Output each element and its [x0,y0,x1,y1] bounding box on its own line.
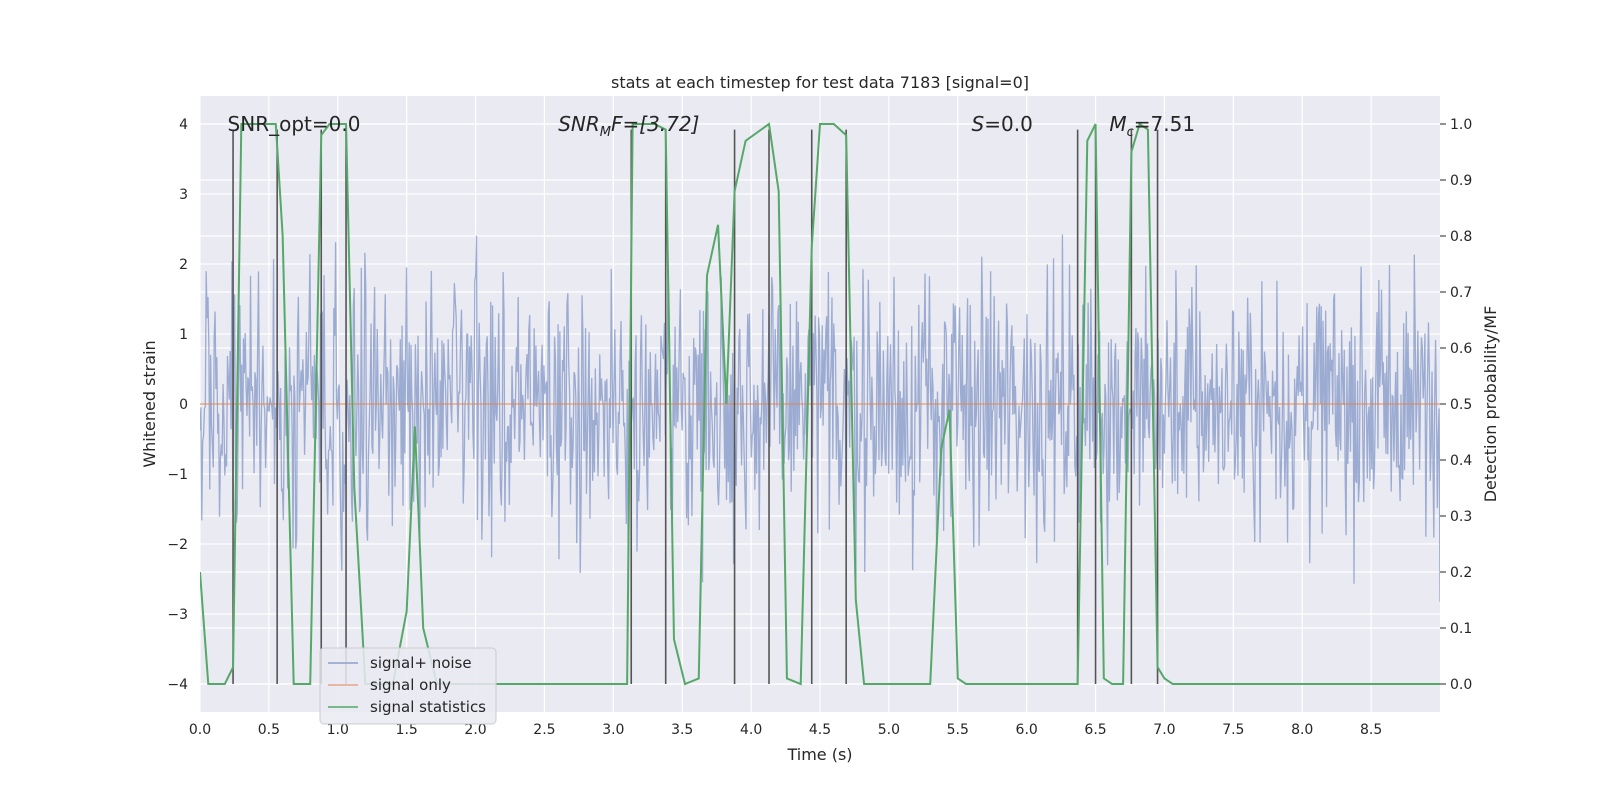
y-tick-label: 0 [179,397,188,413]
legend-label-signal-only: signal only [370,676,451,694]
x-tick-label: 8.5 [1360,722,1382,738]
x-tick-label: 4.5 [809,722,831,738]
plot-area [200,122,1440,686]
y-tick-label: 4 [179,117,188,133]
y-tick-label: 1 [179,327,188,343]
y2-tick-label: 0.6 [1450,341,1472,357]
y-ticks: 4 3 2 1 0 −1 −2 −3 −4 [167,117,188,693]
annotation-value: F=[3.72] [611,112,699,136]
x-tick-label: 3.5 [671,722,693,738]
annotation-value: =0.0 [984,112,1033,136]
x-tick-label: 7.0 [1153,722,1175,738]
statistics-series [200,122,1440,686]
y-tick-label: 3 [179,187,188,203]
annotation-symbol: SNR [558,112,600,136]
annotation-symbol: M [1109,112,1126,136]
x-tick-label: 3.0 [602,722,624,738]
window-lines [232,129,1159,684]
y-tick-label: −2 [167,537,188,553]
y2-ticks: 1.0 0.9 0.8 0.7 0.6 0.5 0.4 0.3 0.2 0.1 0.0 [1440,117,1472,693]
x-tick-label: 5.0 [878,722,900,738]
y-tick-label: −3 [167,607,188,623]
y2-tick-label: 0.0 [1450,677,1472,693]
y2-tick-label: 0.8 [1450,229,1472,245]
x-tick-label: 2.0 [464,722,486,738]
x-ticks: 0.0 0.5 1.0 1.5 2.0 2.5 3.0 3.5 4.0 4.5 5.0 5.5 6.0 6… [189,722,1382,738]
y-tick-label: −4 [167,677,188,693]
y2-tick-label: 0.7 [1450,285,1472,301]
annotation-mc: Mc=7.51 [1109,112,1195,140]
x-tick-label: 8.0 [1291,722,1313,738]
annotation-snr_mf: SNRMF=[3.72] [558,112,699,140]
x-tick-label: 6.0 [1016,722,1038,738]
annotation-s: S=0.0 [972,112,1033,136]
annotations: SNR_opt=0.0 SNRMF=[3.72] S=0.0 Mc=7.51 [228,112,1195,140]
y2-tick-label: 0.1 [1450,621,1472,637]
chart-title: stats at each timestep for test data 718… [611,73,1029,92]
legend-label-statistics: signal statistics [370,698,486,716]
y2-axis-label: Detection probability/MF [1481,306,1500,503]
x-tick-label: 0.5 [258,722,280,738]
noise-series [200,234,1440,602]
x-tick-label: 0.0 [189,722,211,738]
y2-tick-label: 1.0 [1450,117,1472,133]
y2-tick-label: 0.3 [1450,509,1472,525]
y2-tick-label: 0.2 [1450,565,1472,581]
noise-line [200,234,1440,602]
annotation-snr_opt: SNR_opt=0.0 [228,112,361,136]
x-tick-label: 7.5 [1222,722,1244,738]
legend-box [319,647,497,725]
legend: signal+ noise signal only signal statist… [319,647,497,725]
annotation-subscript: c [1127,125,1134,140]
y2-tick-label: 0.9 [1450,173,1472,189]
legend-label-noise: signal+ noise [370,654,472,672]
y-tick-label: −1 [167,467,188,483]
y-axis-label: Whitened strain [140,340,159,467]
x-axis-label: Time (s) [786,745,852,764]
x-tick-label: 4.0 [740,722,762,738]
x-tick-label: 5.5 [947,722,969,738]
y2-tick-label: 0.5 [1450,397,1472,413]
annotation-subscript: M [600,125,611,140]
annotation-symbol: S [972,112,985,136]
statistics-line [200,122,1440,686]
y-tick-label: 2 [179,257,188,273]
x-tick-label: 6.5 [1084,722,1106,738]
y2-tick-label: 0.4 [1450,453,1472,469]
annotation-value: =7.51 [1134,112,1195,136]
x-tick-label: 1.5 [396,722,418,738]
x-tick-label: 1.0 [327,722,349,738]
x-tick-label: 2.5 [533,722,555,738]
